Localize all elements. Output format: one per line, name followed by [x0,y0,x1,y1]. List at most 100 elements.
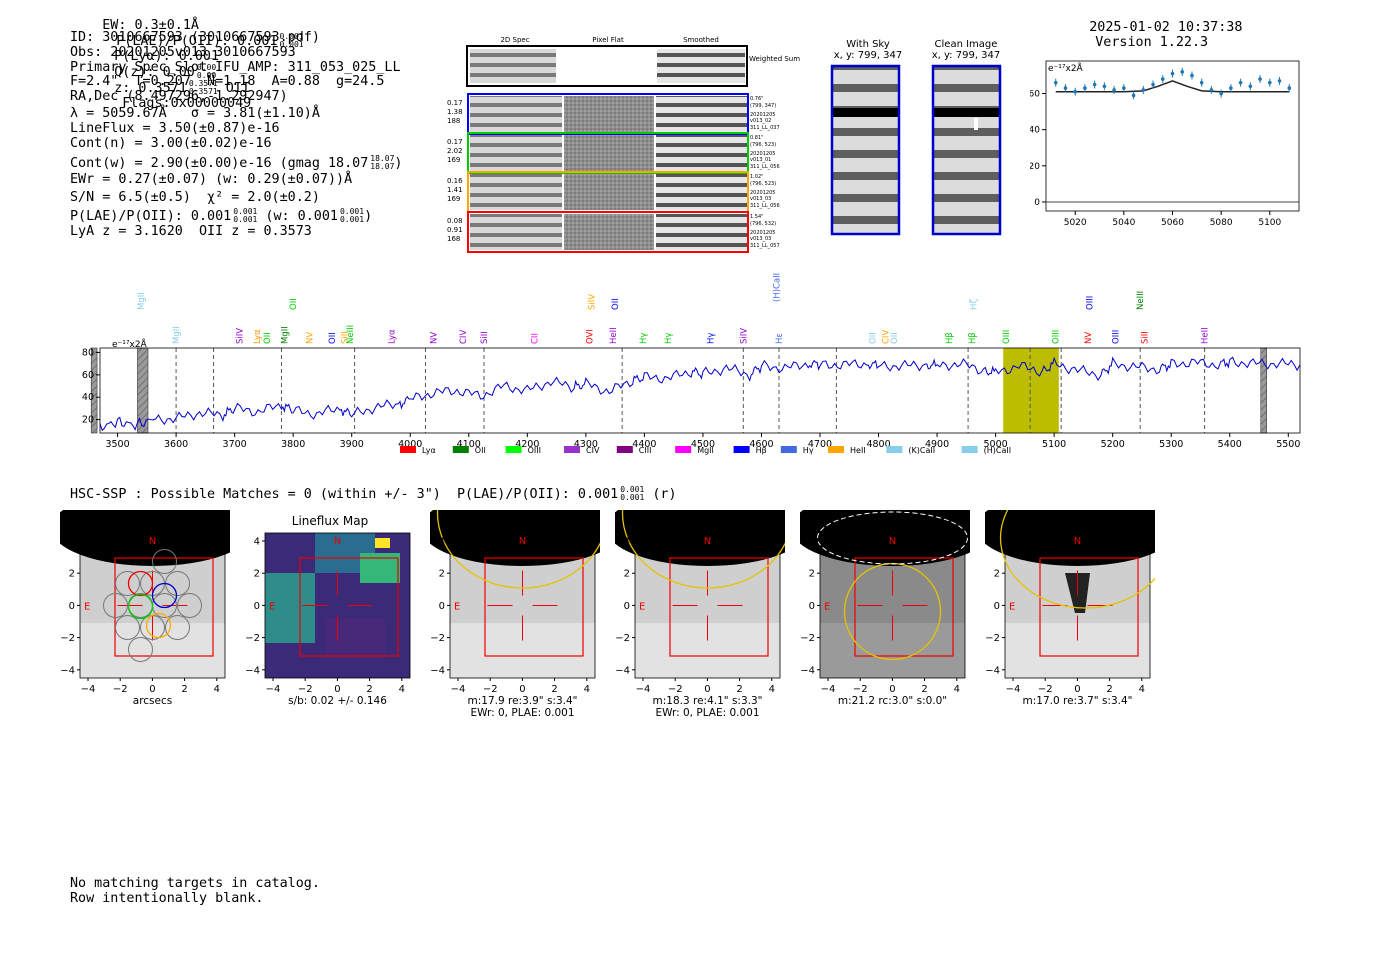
cutout-image [606,490,809,678]
spectral-line-label: Hβ [968,332,978,344]
fit-ytick-label: 20 [1030,162,1040,172]
spectrum-xtick-label: 4200 [515,439,539,450]
cutout-ytick-label: 4 [809,537,815,548]
cutout-title: Lineflux Map [292,514,368,528]
spectral-line-label: OVI [585,329,595,344]
with-sky-title: With Sky [846,39,890,50]
cutout-xtick-label: −4 [821,684,836,695]
legend-swatch [505,446,522,453]
spectral-line-label: SiII [480,331,490,344]
cutout-ytick-label: 2 [69,569,75,580]
cutout-caption: s/b: 0.02 +/- 0.146 [288,695,387,707]
spectrum-ytick-label: 20 [82,415,94,426]
fit-data-point [1063,86,1068,90]
svg-text:1.41: 1.41 [447,186,463,194]
cutout-xtick-label: 0 [334,684,340,695]
fit-ytick-label: 40 [1030,126,1040,136]
svg-text:20201205: 20201205 [750,190,775,196]
east-label: E [639,602,645,613]
cutout-xtick-label: 4 [1139,684,1145,695]
legend-swatch [780,446,797,453]
svg-text:(796, 523): (796, 523) [750,142,776,148]
info-lya-z: LyA z = 3.1620 OII z = 0.3573 [70,224,312,239]
legend-label: OII [475,446,486,455]
cutout-ytick-label: −4 [800,665,815,676]
east-label: E [454,602,460,613]
cutout-caption-2: EWr: 0, PLAE: 0.001 [470,707,574,719]
fit-data-point [1219,91,1223,96]
spectral-line-label: SiII [341,331,351,344]
cutout-ytick-label: 2 [624,569,630,580]
spectrum-yunit-label: e⁻¹⁷x2Å [112,338,148,350]
spectral-line-label: OIII [1085,296,1095,310]
cutout-xtick-label: −2 [853,684,868,695]
spectral-line-label: Hγ [707,333,717,344]
legend-label: Hβ [756,446,767,455]
spectrum-ytick-label: 80 [82,347,94,358]
cutout-xtick-label: 2 [736,684,742,695]
spectrum-xtick-label: 4100 [457,439,481,450]
info-ewr: EWr = 0.27(±0.07) (w: 0.29(±0.07))Å [70,172,353,187]
cutout-xtick-label: −4 [636,684,651,695]
svg-text:188: 188 [447,117,460,125]
svg-text:20201205: 20201205 [750,230,775,236]
fit-data-point [1083,86,1087,90]
stamp-row-4: 0.08 0.91 168 1.54" (796, 532) 20201205 … [447,211,780,253]
header-z: z: 0.3571 0.3571 0.3571 OII [114,79,250,97]
legend-swatch [564,446,580,453]
svg-text:168: 168 [447,235,460,243]
info-wavelength: λ = 5059.67Å σ = 3.81(±1.10)Å [70,106,320,121]
cutout-xtick-label: 0 [519,684,525,695]
cutout-image [791,490,994,678]
spectrum-xtick-label: 4800 [866,439,890,450]
spectral-line-label: Lyα [253,329,263,344]
spectral-line-label: OII [611,298,621,310]
svg-text:311_LL_057: 311_LL_057 [750,243,780,249]
header-flags: Flags:0x00000049 [122,96,252,111]
ellipse-overlay [817,511,968,661]
weighted-sum-label: Weighted Sum [749,55,800,63]
north-label: N [149,536,156,547]
spectral-line-label: CIV [882,330,892,344]
cutout-ytick-label: −4 [615,665,630,676]
spectrum-xtick-label: 4000 [398,439,422,450]
svg-text:0.76": 0.76" [750,96,763,102]
legend-label: Lyα [422,446,436,455]
legend-label: CIII [639,446,652,455]
svg-text:0.17: 0.17 [447,99,463,107]
fit-data-point [1092,82,1097,87]
east-label: E [84,602,90,613]
cutout-xtick-label: 2 [921,684,927,695]
cutout-xtick-label: 0 [1074,684,1080,695]
fit-data-point [1258,77,1262,81]
cutout-ytick-label: 4 [69,537,75,548]
weighted-sum-smoothed [657,49,745,83]
fit-data-point [1199,80,1204,85]
spectral-line-label: SiIV [235,328,245,344]
cutout-ytick-label: 0 [69,601,75,612]
weighted-sum-2dspec [470,49,556,83]
east-label: E [1009,602,1015,613]
svg-text:0.17: 0.17 [447,138,463,146]
fit-data-point [1209,88,1214,92]
cutout-panel: Lineflux Map N E 4 2 0 −2 −4 −4 −2 0 2 4 s/b: 0.02 +/… [245,510,415,729]
spectral-line-label: Hε [775,333,785,344]
info-primary-spec: Primary Spec_Slot_IFU_AMP: 311_053_025_L… [70,60,401,75]
legend-label: CIV [586,446,600,455]
target-marker [484,557,584,657]
clean-image [933,66,1000,234]
target-marker [299,557,399,657]
svg-text:v013_03: v013_03 [750,236,771,242]
stamp-row-3: 0.16 1.41 169 1.02" (796, 523) 20201205 … [447,171,780,213]
legend-label: Hγ [803,446,814,455]
spectrum-xtick-label: 3600 [164,439,188,450]
cutout-caption: m:18.3 re:4.1" s:3.3" [653,695,763,707]
spectrum-xtick-label: 5500 [1276,439,1300,450]
svg-text:0.08: 0.08 [447,217,463,225]
sky-panels: With Sky x, y: 799, 347 Clean Image x, y… [830,39,1002,236]
cutout-xtick-label: −2 [298,684,313,695]
legend-label: (H)CaII [984,446,1011,455]
legend-label: HeII [850,446,866,455]
